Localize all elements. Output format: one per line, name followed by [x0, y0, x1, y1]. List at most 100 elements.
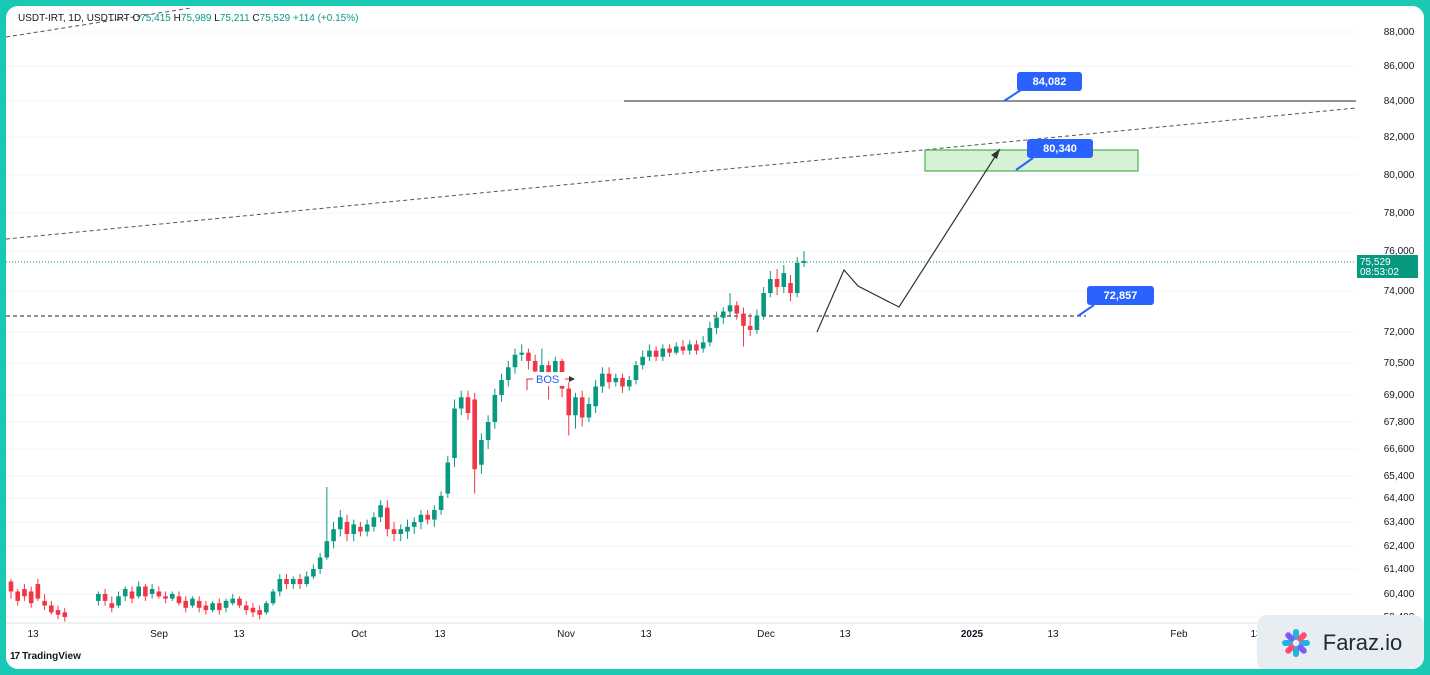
price-tick-label: 65,400 [1384, 471, 1415, 482]
faraz-watermark: Faraz.io [1257, 615, 1424, 669]
candle-body [438, 495, 444, 510]
candle-body [371, 517, 377, 527]
candle-body [768, 279, 773, 294]
candle-body [586, 404, 592, 418]
candle-body [747, 325, 753, 330]
candle-body [465, 397, 471, 413]
candle-body [761, 293, 766, 316]
candle-body [418, 514, 424, 522]
time-axis[interactable]: 13 Sep 13 Oct 13 Nov 13 Dec 13 2025 13 Feb 13 [27, 629, 1262, 640]
candle-body [378, 505, 383, 518]
candle-body [653, 350, 659, 357]
candle-body [311, 569, 316, 577]
candle-body [237, 598, 242, 606]
date-tick-label: Nov [557, 629, 575, 640]
candle-body [55, 610, 61, 615]
candle-body [169, 594, 175, 599]
candle-body [680, 346, 686, 351]
candle-body [593, 386, 598, 407]
price-tick-label: 70,500 [1384, 358, 1415, 369]
candle-body [741, 313, 746, 326]
date-tick-label: 13 [1250, 629, 1262, 640]
candle-body [425, 514, 430, 520]
candle-body [526, 352, 531, 361]
candle-body [714, 317, 719, 328]
candle-body [122, 589, 128, 597]
date-tick-label: 13 [27, 629, 39, 640]
price-tick-label: 86,000 [1384, 61, 1415, 72]
candle-body [223, 600, 229, 608]
candle-body [344, 522, 350, 534]
date-tick-label: 13 [233, 629, 245, 640]
candle-body [801, 261, 807, 263]
candle-body [183, 600, 189, 608]
candle-body [626, 380, 632, 387]
price-tick-label: 61,400 [1384, 564, 1415, 575]
candle-body [129, 591, 135, 599]
candle-body [176, 596, 182, 604]
candle-body [264, 603, 269, 613]
callout-target[interactable]: 80,340 [1015, 139, 1093, 171]
candle-body [304, 576, 309, 584]
price-tick-label: 64,400 [1384, 493, 1415, 504]
candle-body [579, 397, 585, 418]
candle-body [727, 305, 733, 312]
candle-body [109, 603, 115, 608]
countdown: 08:53:02 [1360, 267, 1399, 278]
candle-body [136, 586, 141, 597]
tradingview-mark-icon: 17 [10, 651, 20, 662]
candle-body [512, 354, 518, 368]
change-value: +114 (+0.15%) [293, 13, 359, 24]
candle-body [432, 510, 437, 520]
candle-body [499, 380, 504, 395]
callout-support-label: 72,857 [1104, 290, 1138, 302]
candle-body [458, 397, 464, 409]
candle-body [667, 348, 672, 353]
projection-path [816, 148, 1001, 333]
candle-body [781, 273, 787, 287]
high-value: 75,989 [180, 13, 212, 24]
candle-body [472, 399, 477, 470]
price-tick-label: 76,000 [1384, 246, 1415, 257]
date-tick-label: Sep [150, 629, 168, 640]
candle-body [210, 603, 215, 611]
candle-body [190, 598, 195, 606]
callout-resistance[interactable]: 84,082 [1003, 72, 1082, 102]
candle-body [28, 591, 34, 604]
price-tick-label: 63,400 [1384, 517, 1415, 528]
candle-body [62, 612, 68, 617]
candle-body [519, 352, 525, 355]
candle-body [687, 344, 693, 351]
candle-body [243, 605, 249, 611]
candle-body [734, 305, 740, 314]
price-axis[interactable]: 88,000 86,000 84,000 82,000 80,000 78,000 76,0… [1384, 27, 1415, 623]
date-tick-label: Oct [351, 629, 367, 640]
candle-body [391, 529, 397, 534]
candle-body [398, 529, 404, 534]
candle-body [774, 279, 780, 287]
candle-body [485, 422, 491, 440]
candle-body [358, 526, 363, 532]
candle-body [673, 346, 679, 353]
price-tick-label: 74,000 [1384, 286, 1415, 297]
candle-body [620, 377, 625, 387]
tradingview-label: TradingView [22, 651, 81, 662]
candle-body [445, 462, 451, 494]
price-chart[interactable]: BOS 84,082 80,340 72,857 88,000 86,000 84,… [6, 6, 1424, 669]
symbol-info[interactable]: USDT-IRT, 1D, USDTIRT [18, 13, 130, 24]
candle-body [788, 283, 793, 294]
candle-body [546, 365, 551, 374]
candle-body [149, 589, 155, 594]
candle-body [22, 589, 27, 597]
candle-body [351, 524, 357, 534]
candle-body [566, 388, 572, 416]
candle-body [96, 594, 101, 601]
candle-body [694, 344, 699, 351]
callout-support[interactable]: 72,857 [1077, 286, 1154, 317]
candle-body [660, 348, 666, 357]
high-label: H [173, 13, 181, 24]
candle-body [290, 579, 296, 584]
open-value: 75,415 [140, 13, 171, 24]
candle-body [505, 367, 511, 381]
tradingview-logo[interactable]: 17 TradingView [10, 651, 81, 662]
